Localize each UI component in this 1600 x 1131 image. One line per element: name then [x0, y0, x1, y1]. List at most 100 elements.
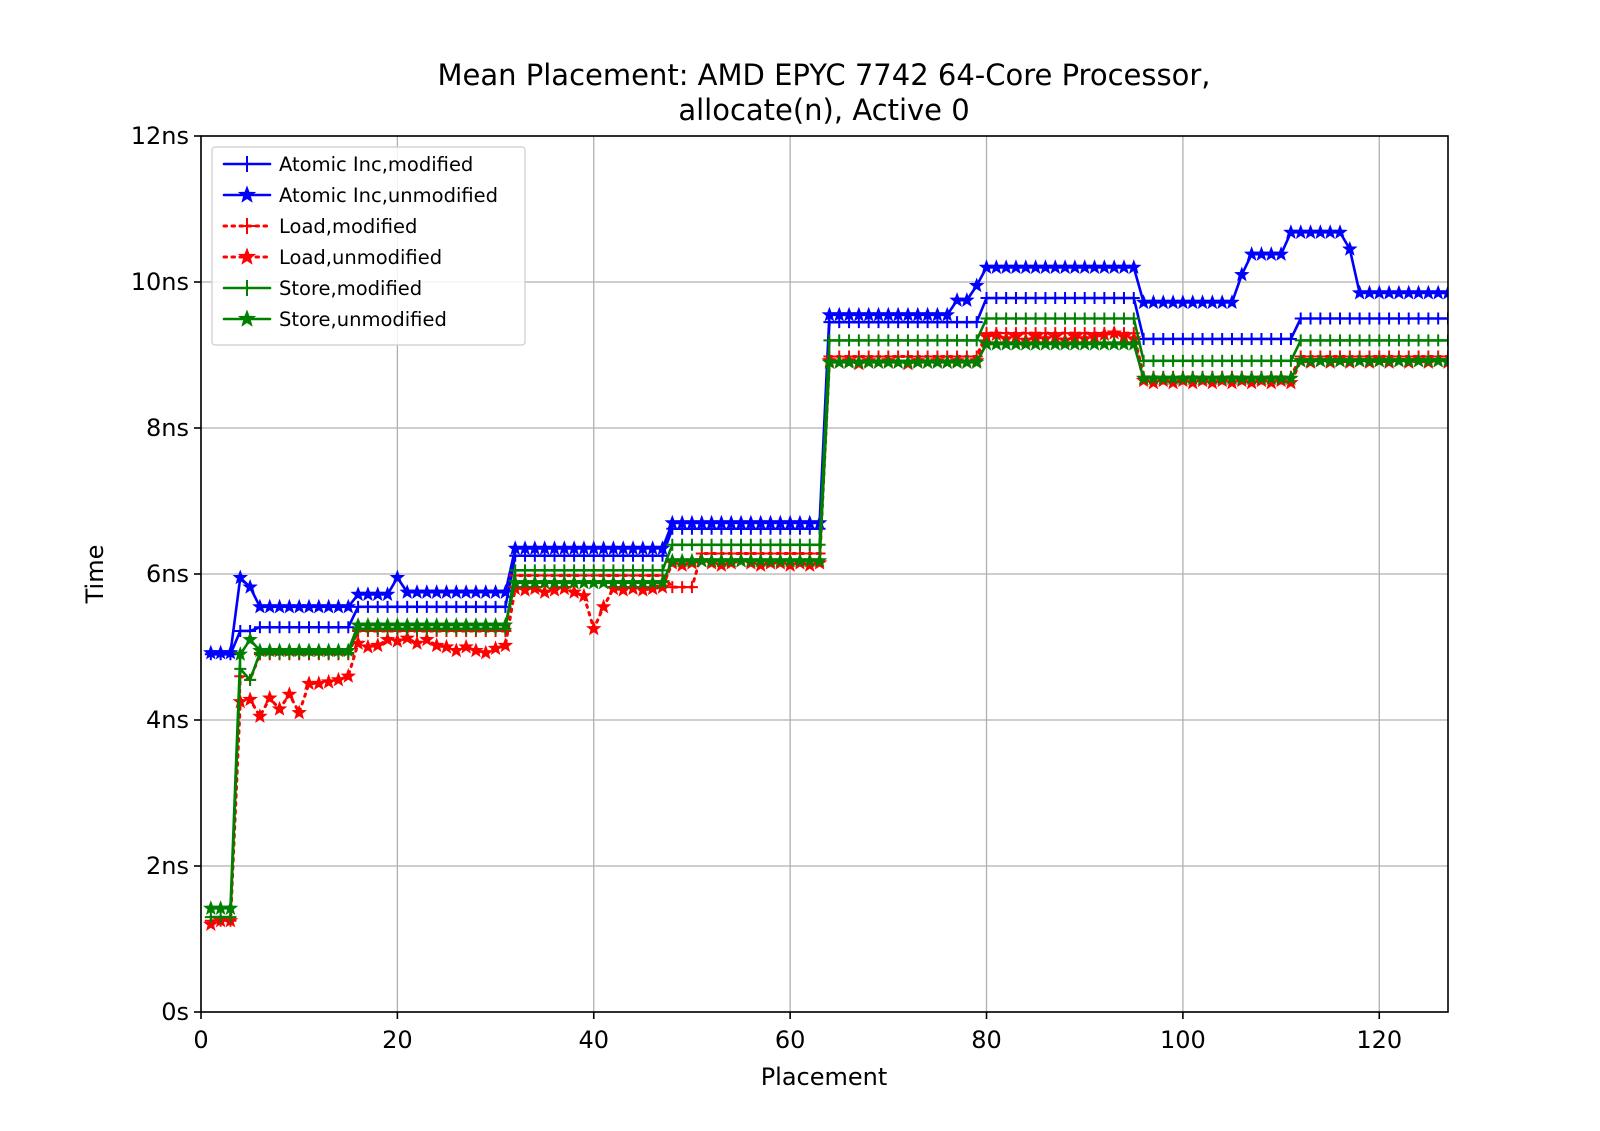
data-point: [1127, 312, 1140, 325]
x-tick-label: 80: [971, 1026, 1002, 1054]
legend-marker: [237, 185, 257, 203]
data-point: [497, 637, 514, 653]
data-point: [1342, 241, 1358, 256]
legend-label: Store,modified: [279, 277, 422, 300]
data-point: [438, 638, 455, 654]
chart-title: Mean Placement: AMD EPYC 7742 64-Core Pr…: [438, 58, 1211, 92]
data-point: [389, 633, 406, 648]
data-point: [203, 916, 219, 931]
data-point: [536, 584, 553, 599]
series-5: [203, 335, 1448, 915]
data-point: [497, 616, 514, 632]
data-point: [939, 306, 955, 322]
data-point: [478, 644, 494, 660]
data-point: [968, 354, 985, 369]
data-point: [1145, 374, 1162, 390]
legend-label: Atomic Inc,unmodified: [279, 184, 498, 207]
data-point: [968, 277, 985, 293]
data-point: [970, 316, 983, 329]
data-point: [224, 911, 237, 924]
legend-label: Atomic Inc,modified: [279, 153, 473, 176]
data-point: [970, 334, 983, 347]
data-point: [409, 635, 425, 650]
data-point: [428, 637, 445, 653]
data-point: [252, 708, 268, 723]
legend-box: [211, 146, 526, 346]
data-point: [782, 557, 798, 572]
y-tick-label: 4ns: [146, 706, 189, 734]
data-point: [1184, 374, 1201, 390]
data-point: [605, 580, 622, 596]
data-point: [244, 673, 257, 686]
data-point: [654, 574, 671, 590]
data-point: [468, 642, 484, 658]
data-point: [340, 642, 357, 658]
chart-subtitle: allocate(n), Active 0: [678, 93, 969, 127]
data-point: [959, 292, 975, 307]
data-point: [654, 578, 671, 594]
data-point: [448, 642, 465, 658]
legend-marker: [237, 309, 257, 327]
x-tick-label: 100: [1160, 1026, 1206, 1054]
data-point: [271, 700, 288, 716]
data-point: [1263, 374, 1280, 390]
legend-marker: [237, 247, 257, 265]
x-axis-label: Placement: [761, 1063, 888, 1091]
data-point: [802, 557, 818, 572]
y-axis-label: Time: [81, 545, 109, 605]
data-point: [1224, 374, 1240, 390]
y-tick-label: 6ns: [146, 560, 189, 588]
data-point: [1283, 370, 1299, 385]
data-point: [654, 540, 671, 556]
legend: Atomic Inc,modified Atomic Inc,unmodified…: [211, 146, 526, 346]
data-point: [1283, 374, 1299, 390]
data-point: [1243, 374, 1260, 390]
y-tick-label: 12ns: [131, 122, 189, 150]
data-point: [458, 638, 474, 654]
y-tick-label: 8ns: [146, 414, 189, 442]
data-point: [222, 900, 239, 915]
data-point: [232, 646, 249, 661]
data-point: [1442, 350, 1448, 363]
data-point: [487, 640, 504, 656]
data-point: [1273, 246, 1289, 261]
data-point: [1284, 354, 1297, 367]
data-point: [811, 552, 828, 568]
data-point: [340, 668, 357, 683]
legend-label: Load,unmodified: [279, 246, 442, 269]
data-point: [242, 578, 258, 594]
data-point: [1332, 224, 1348, 239]
data-point: [320, 673, 337, 689]
data-point: [340, 598, 357, 614]
data-point: [752, 557, 769, 572]
legend-item: Atomic Inc,modified: [222, 153, 473, 176]
data-point: [242, 631, 258, 647]
legend-marker: [239, 280, 255, 296]
data-point: [527, 580, 543, 596]
data-point: [342, 621, 355, 634]
data-point: [232, 569, 249, 585]
data-point: [1127, 292, 1140, 305]
data-point: [330, 671, 347, 687]
data-point: [1442, 334, 1448, 347]
legend-item: Load,unmodified: [222, 246, 442, 269]
data-point: [713, 557, 730, 572]
data-point: [674, 557, 690, 572]
data-point: [379, 631, 396, 647]
data-point: [586, 620, 602, 636]
y-tick-label: 10ns: [131, 268, 189, 296]
data-point: [656, 564, 669, 577]
y-tick-label: 2ns: [146, 852, 189, 880]
legend-label: Load,modified: [279, 215, 417, 238]
data-point: [576, 587, 592, 603]
data-point: [1234, 266, 1250, 282]
data-point: [389, 569, 406, 585]
data-point: [566, 584, 582, 599]
x-tick-label: 60: [775, 1026, 806, 1054]
legend-item: Store,modified: [222, 277, 422, 300]
data-point: [1204, 374, 1221, 390]
data-point: [261, 689, 278, 705]
x-tick-label: 20: [382, 1026, 413, 1054]
data-point: [595, 598, 612, 614]
